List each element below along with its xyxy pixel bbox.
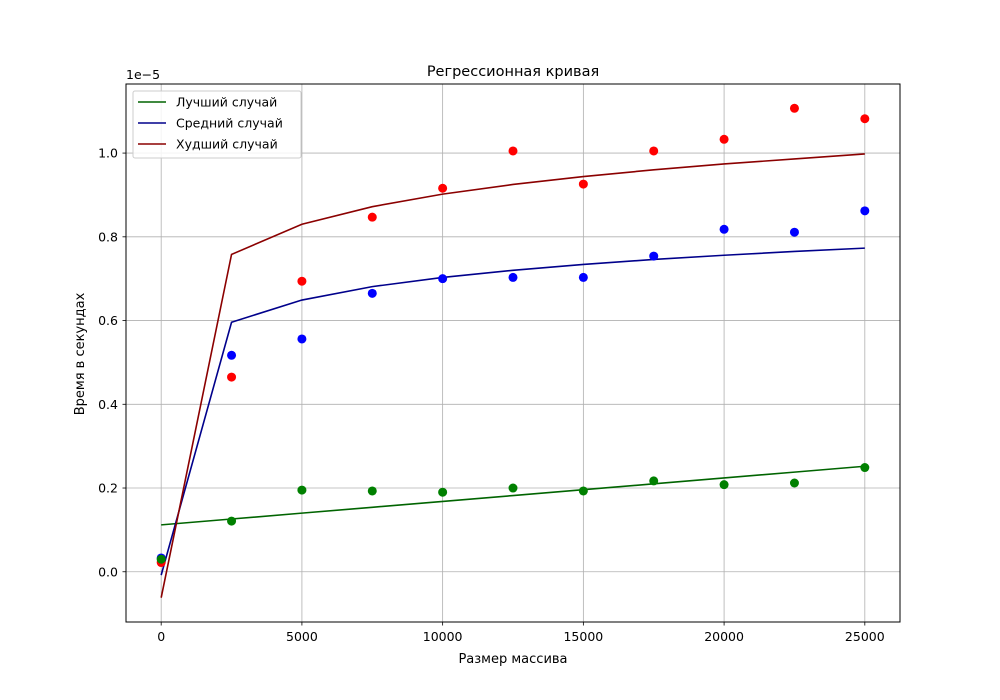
data-point (227, 372, 237, 382)
data-point (297, 276, 307, 286)
x-tick-label: 25000 (845, 629, 885, 644)
x-tick-label: 10000 (423, 629, 463, 644)
data-point (789, 227, 799, 237)
data-point (438, 487, 448, 497)
data-point (860, 114, 870, 124)
grid (126, 84, 900, 622)
chart-title: Регрессионная кривая (427, 64, 599, 80)
data-point (719, 480, 729, 490)
data-point (297, 334, 307, 344)
data-point (860, 463, 870, 473)
data-point (789, 478, 799, 488)
data-point (438, 183, 448, 193)
data-point (789, 103, 799, 113)
data-point (649, 146, 659, 156)
y-axis-label: Время в секундах (73, 292, 88, 415)
data-point (649, 251, 659, 261)
y-tick-label: 1.0 (98, 146, 118, 161)
data-point (367, 212, 377, 222)
x-tick-label: 0 (157, 629, 165, 644)
regression-lines (160, 153, 865, 598)
data-point (156, 554, 166, 564)
legend: Лучший случай Средний случай Худший случай (132, 90, 302, 159)
legend-label: Худший случай (176, 137, 278, 152)
plot-frame (125, 83, 901, 623)
data-point (297, 485, 307, 495)
data-points (156, 103, 870, 568)
y-tick-label: 0.0 (98, 564, 118, 579)
data-point (719, 224, 729, 234)
y-offset-label: 1e−5 (126, 67, 160, 82)
data-point (508, 272, 518, 282)
data-point (649, 476, 659, 486)
y-tick-label: 0.6 (98, 313, 118, 328)
data-point (367, 486, 377, 496)
data-point (438, 274, 448, 284)
series-line (160, 153, 865, 598)
data-point (508, 146, 518, 156)
data-point (227, 350, 237, 360)
data-point (860, 206, 870, 216)
data-point (578, 486, 588, 496)
legend-box (132, 90, 302, 159)
legend-label: Средний случай (176, 116, 283, 131)
legend-label: Лучший случай (176, 95, 277, 110)
y-tick-label: 0.2 (98, 481, 118, 496)
data-point (227, 516, 237, 526)
ticks: 0 5000 10000 15000 20000 25000 0.0 0.2 0.4 0.6 0.8… (98, 146, 885, 644)
data-point (367, 288, 377, 298)
data-point (578, 179, 588, 189)
x-tick-label: 20000 (704, 629, 744, 644)
x-tick-label: 15000 (563, 629, 603, 644)
y-tick-label: 0.8 (98, 229, 118, 244)
series-line (161, 465, 865, 526)
series-line (160, 247, 865, 576)
x-axis-label: Размер массива (458, 652, 567, 667)
data-point (719, 134, 729, 144)
data-point (578, 272, 588, 282)
data-point (508, 483, 518, 493)
y-tick-label: 0.4 (98, 397, 118, 412)
x-tick-label: 5000 (286, 629, 318, 644)
